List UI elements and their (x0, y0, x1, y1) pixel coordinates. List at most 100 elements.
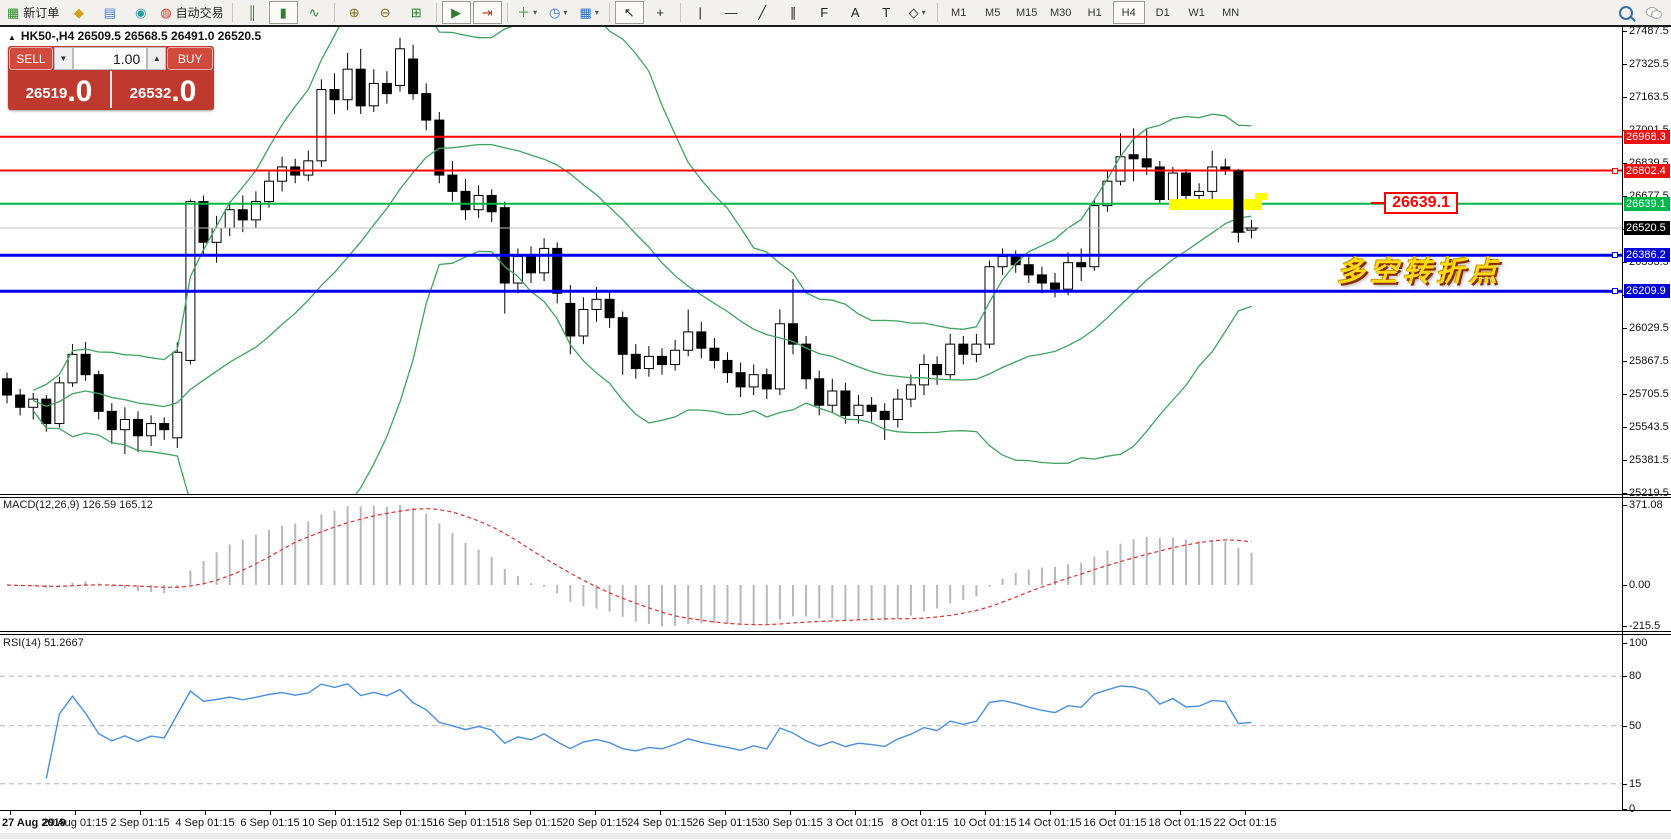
rsi-pane[interactable] (0, 635, 1622, 810)
new-order-button[interactable]: ▦ 新订单 (4, 1, 62, 24)
text-icon: A (850, 5, 860, 20)
price-tick-label: 27325.5 (1629, 58, 1669, 70)
date-tick-mark (75, 811, 76, 815)
pane-separator-macd[interactable] (0, 494, 1671, 498)
timeframe-d1-button[interactable]: D1 (1155, 6, 1170, 19)
macd-label: MACD(12,26,9) 126.59 165.12 (3, 499, 153, 511)
level-anchor-handle[interactable] (1612, 252, 1618, 259)
toolbar-separator (506, 3, 508, 22)
chart-shift-button[interactable]: ⇥ (472, 1, 502, 24)
price-tick-label: 27487.5 (1629, 25, 1669, 37)
timeframe-mn-button[interactable]: MN (1222, 6, 1240, 19)
window-bottom-strip (0, 833, 1671, 839)
volume-increase-button[interactable]: ▲ (147, 47, 167, 70)
trendline-button[interactable]: ╱ (748, 1, 777, 24)
chart-type-candles-button[interactable]: ▮ (268, 1, 298, 24)
zoom-in-button[interactable]: ⊕ (340, 1, 369, 24)
price-tick-mark (1622, 460, 1627, 461)
price-tag-26639[interactable]: 26639.1 (1384, 192, 1458, 214)
level-anchor-handle[interactable] (1612, 167, 1618, 174)
yellow-highlight-band[interactable] (1169, 199, 1262, 210)
auto-scroll-button[interactable]: ▶ (441, 1, 471, 24)
turning-point-annotation[interactable]: 多空转折点 (1337, 256, 1503, 287)
date-label: 16 Oct 01:15 (1083, 817, 1147, 829)
yellow-highlight-nub[interactable] (1255, 193, 1267, 200)
market-watch-button[interactable]: ▤ (95, 1, 124, 24)
fibonacci-button[interactable]: F (810, 1, 839, 24)
crosshair-button[interactable]: + (646, 1, 675, 24)
date-label: 22 Oct 01:15 (1213, 817, 1277, 829)
date-label: 26 Sep 01:15 (692, 817, 758, 829)
price-tick-label: 25381.5 (1629, 454, 1669, 466)
sell-price[interactable]: 26519 .0 (8, 71, 110, 108)
chart-type-bars-button[interactable]: ║ (238, 1, 267, 24)
timeframe-m30-button[interactable]: M30 (1049, 6, 1072, 19)
date-tick-mark (465, 811, 466, 815)
sell-button[interactable]: SELL (9, 47, 53, 70)
rsi-axis-label: 100 (1629, 637, 1648, 649)
buy-price[interactable]: 26532 .0 (112, 71, 214, 108)
pane-separator-rsi[interactable] (0, 631, 1671, 635)
price-tick-label: 25867.5 (1629, 355, 1669, 367)
auto-trading-button[interactable]: ◍ 自动交易 (157, 1, 226, 24)
one-click-trading-panel: SELL ▼ 1.00 ▲ BUY 26519 .0 26532 .0 (8, 46, 214, 110)
timeframe-m1-button[interactable]: M1 (951, 6, 967, 19)
timeframe-m5-button[interactable]: M5 (985, 6, 1001, 19)
bollinger-upper-band (32, 27, 1252, 391)
date-label: 14 Oct 01:15 (1018, 817, 1082, 829)
macd-pane[interactable] (0, 498, 1622, 631)
date-label: 3 Oct 01:15 (826, 817, 884, 829)
date-tick-mark (1245, 811, 1246, 815)
date-tick-mark (920, 811, 921, 815)
level-anchor-handle[interactable] (1612, 288, 1618, 295)
label-button[interactable]: T (872, 1, 901, 24)
indicators-button[interactable]: ＋ ▾ (513, 1, 542, 24)
volume-decrease-button[interactable]: ▼ (53, 47, 73, 70)
shapes-button[interactable]: ◇ ▾ (903, 1, 932, 24)
price-tick-mark (1622, 328, 1627, 329)
chat-icon[interactable] (1643, 2, 1665, 23)
new-order-label: 新订单 (23, 6, 60, 20)
text-button[interactable]: A (841, 1, 870, 24)
timeframe-h1-button[interactable]: H1 (1087, 6, 1102, 19)
zoom-out-button[interactable]: ⊖ (371, 1, 400, 24)
date-tick-mark (985, 811, 986, 815)
price-tick-mark (1622, 427, 1627, 428)
horizontal-line-icon: — (724, 5, 738, 20)
date-tick-mark (10, 811, 11, 815)
search-icon[interactable] (1615, 2, 1637, 23)
price-tick-mark (1622, 361, 1627, 362)
periods-dropdown-icon[interactable]: ▾ (563, 8, 568, 17)
collapse-panel-icon[interactable]: ▲ (8, 33, 16, 42)
timeframe-w1-button[interactable]: W1 (1188, 6, 1205, 19)
tile-windows-button[interactable]: ⊞ (402, 1, 431, 24)
volume-input[interactable]: 1.00 (72, 47, 148, 70)
indicators-dropdown-icon[interactable]: ▾ (533, 8, 538, 17)
level-price-label: 26639.1 (1624, 196, 1670, 211)
indicators-icon: ＋ (517, 5, 531, 20)
periods-button[interactable]: ◷ ▾ (544, 1, 573, 24)
cursor-button[interactable]: ↖ (614, 1, 644, 24)
templates-button[interactable]: ▦ ▾ (575, 1, 604, 24)
templates-icon: ▦ (579, 5, 592, 20)
rsi-axis-label: 15 (1629, 777, 1642, 790)
auto-trading-label: 自动交易 (175, 6, 224, 20)
chart-type-line-button[interactable]: ∿ (300, 1, 329, 24)
rsi-axis-label: 80 (1629, 670, 1642, 683)
alerts-button[interactable]: ◉ (126, 1, 155, 24)
timeframe-h4-button[interactable]: H4 (1112, 1, 1145, 24)
date-label: 6 Sep 01:15 (240, 817, 300, 829)
templates-dropdown-icon[interactable]: ▾ (594, 8, 599, 17)
sell-price-pips: .0 (67, 75, 93, 108)
channel-button[interactable]: ∥ (779, 1, 808, 24)
horizontal-line-button[interactable]: — (717, 1, 746, 24)
shapes-dropdown-icon[interactable]: ▾ (921, 8, 926, 17)
timeframe-m15-button[interactable]: M15 (1015, 6, 1038, 19)
bollinger-middle-band (32, 143, 1252, 408)
price-tick-mark (1622, 31, 1627, 32)
chart-type-candles-icon: ▮ (279, 5, 287, 20)
vertical-line-button[interactable]: | (686, 1, 715, 24)
toolbar-border (0, 25, 1671, 27)
profiles-button[interactable]: ◆ (64, 1, 93, 24)
buy-button[interactable]: BUY (167, 47, 213, 70)
